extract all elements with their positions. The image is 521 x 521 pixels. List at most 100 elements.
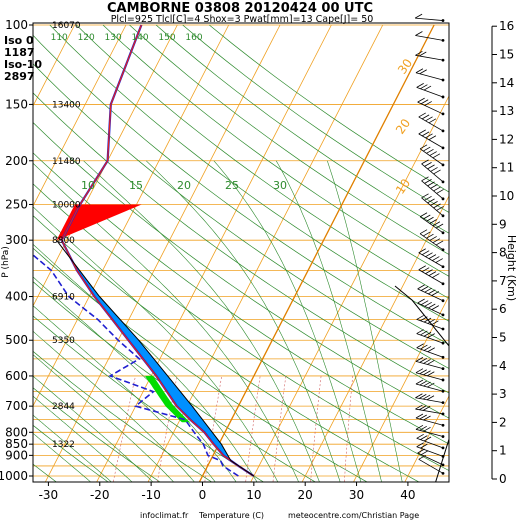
wind-barb-flag	[432, 256, 440, 261]
wind-barb	[414, 13, 445, 22]
wind-barb-flag	[419, 51, 427, 57]
wind-barb-flag	[421, 193, 429, 199]
wind-barb-flag	[432, 273, 440, 278]
wind-barb	[416, 433, 445, 450]
wind-barb-flag	[435, 223, 444, 229]
wind-barb-staff	[418, 133, 444, 149]
wind-barb-flag	[415, 50, 423, 56]
wind-barb-flag	[428, 303, 436, 309]
wind-barb-flag	[425, 133, 433, 139]
wind-barb-dot	[441, 471, 445, 475]
x-tick-label: -20	[90, 488, 110, 502]
wind-barb-dot	[441, 282, 445, 286]
wind-barb-flag	[422, 394, 431, 400]
geopotential-label: 11480	[52, 157, 81, 167]
height-tick-label: 5	[499, 331, 507, 345]
wind-barb-flag	[424, 101, 432, 106]
wind-barb	[421, 193, 445, 218]
wind-barb-flag	[426, 233, 434, 239]
dry-adiabat-label: 130	[105, 33, 122, 43]
wind-barb-staff	[416, 446, 444, 457]
wind-barb-flag	[428, 271, 437, 276]
wind-barb-staff	[418, 252, 444, 268]
isotherm-line	[33, 24, 127, 207]
tropopause-area	[56, 204, 142, 241]
dry-adiabat	[33, 215, 420, 482]
dry-adiabat	[33, 34, 449, 346]
isotherm-line	[404, 395, 449, 482]
wind-barb-dot	[441, 129, 445, 133]
wind-barb-flag	[431, 320, 439, 326]
x-tick-label: 30	[349, 488, 364, 502]
plot-frame	[32, 22, 450, 483]
height-tick-label: 0	[499, 472, 507, 486]
iso0-label: Iso 0	[4, 34, 34, 47]
wind-barb-flag	[423, 381, 431, 387]
wind-barb-flag	[420, 84, 428, 90]
wind-barb-flag	[419, 69, 427, 75]
wind-barb-flag	[432, 153, 441, 159]
moist-adiabat	[33, 305, 216, 482]
moist-adiabat	[33, 162, 300, 482]
wind-barb-flag	[415, 31, 423, 36]
wind-barb-flag	[419, 380, 427, 386]
dry-adiabat-label: 110	[51, 33, 68, 43]
wind-barb-flag	[427, 181, 435, 187]
wind-barb-flag	[416, 315, 424, 320]
dry-adiabat	[49, 24, 449, 322]
wind-barb-staff	[415, 72, 444, 81]
wind-barb-staff	[418, 458, 444, 474]
wind-barb-staff	[416, 86, 444, 98]
grid-labels: 16070 13400 11480 10000 8800 6910 5350 2844 1322…	[51, 21, 416, 450]
wind-barb-flag	[415, 68, 424, 74]
wind-barb-flag	[436, 206, 444, 211]
moist-adiabat	[33, 375, 154, 482]
wind-barb-flag	[425, 252, 433, 258]
height-tick-label: 10	[499, 189, 514, 203]
wind-barb-flag	[430, 184, 438, 189]
isotherm-line	[301, 195, 449, 482]
moist-adiabat	[33, 354, 175, 482]
mixing-ratio-line	[112, 375, 136, 482]
isotherm-line	[33, 24, 230, 407]
x-tick-label: 40	[400, 488, 415, 502]
x-tick-label: -10	[141, 488, 161, 502]
pressure-tick-label: 500	[5, 333, 28, 347]
pressure-tick-label: 250	[5, 197, 28, 211]
wind-barb-flag	[429, 219, 437, 224]
wind-barb-flag	[424, 301, 432, 307]
wind-barb	[415, 413, 445, 427]
wind-barb	[416, 315, 445, 331]
wind-barb-dot	[441, 389, 445, 393]
wind-barb-flag	[418, 248, 426, 254]
geopotential-label: 8800	[52, 236, 75, 246]
dry-adiabat	[155, 24, 449, 234]
moist-adiabat-label: 10	[81, 179, 95, 192]
x-tick-label: 20	[298, 488, 313, 502]
geopotential-label: 6910	[52, 293, 75, 303]
area-fills	[56, 204, 231, 461]
geopotential-label: 2844	[52, 402, 75, 412]
dry-adiabat	[182, 24, 449, 213]
height-tick-label: 4	[499, 359, 507, 373]
moist-adiabat	[33, 206, 279, 482]
wind-barb-dot	[441, 327, 445, 331]
wind-barb-flag	[424, 287, 432, 293]
wind-barb-flag	[419, 144, 428, 150]
moist-adiabat	[33, 243, 258, 482]
dry-adiabat	[33, 183, 449, 471]
wind-barb-flag	[420, 443, 428, 449]
height-tick-label: 16	[499, 19, 514, 33]
wind-barb-flag	[427, 333, 435, 338]
wind-barb-flag	[421, 114, 430, 120]
wind-barb-flag	[423, 426, 431, 432]
wind-barb-dot	[441, 313, 445, 317]
wind-barb-flag	[429, 151, 437, 156]
y2-axis-label: Height (Km)	[505, 235, 518, 301]
temperature-line	[61, 24, 255, 477]
wind-barb-flag	[419, 394, 427, 399]
isotherm-label: 10	[393, 176, 413, 197]
wind-barb-flag	[423, 346, 432, 351]
wind-barb-flag	[426, 395, 435, 401]
